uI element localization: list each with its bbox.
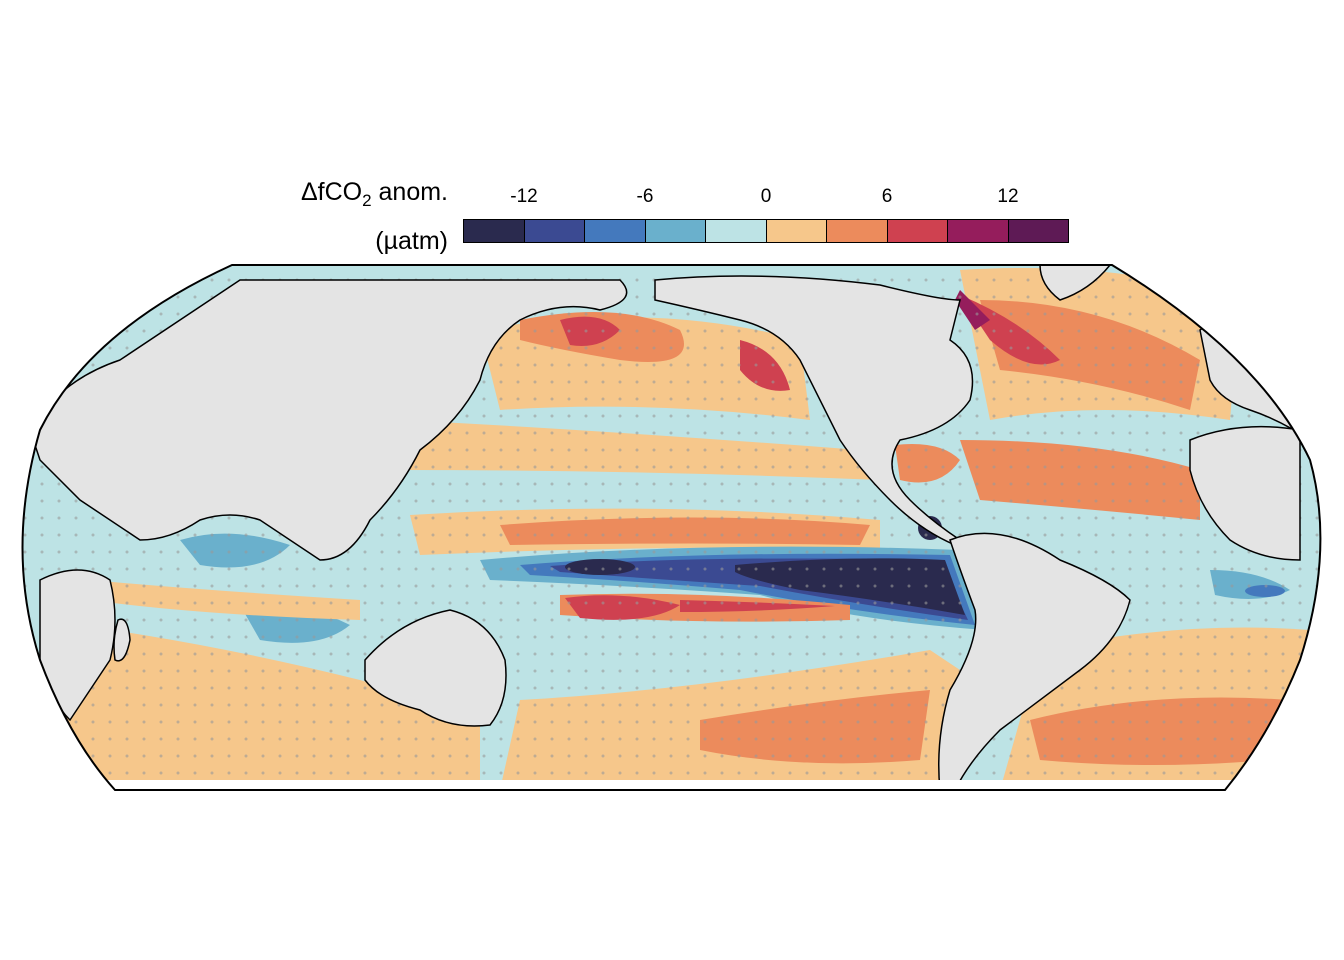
colorbar-segment [1008, 220, 1068, 242]
north-america [654, 275, 974, 546]
colorbar-tick-label: -12 [510, 186, 538, 207]
colorbar-segment [645, 220, 706, 242]
legend-variable-label: ΔfCO2 anom. [300, 178, 448, 210]
australia [364, 609, 507, 727]
colorbar-segment [524, 220, 585, 242]
greenland [1039, 265, 1112, 301]
colorbar-segment [948, 220, 1009, 242]
colorbar [463, 219, 1069, 243]
madagascar [113, 618, 131, 662]
colorbar-segment [827, 220, 888, 242]
colorbar-segment [887, 220, 948, 242]
colorbar-tick-label: 12 [997, 186, 1019, 207]
legend-title: ΔfCO2 anom. (µatm) [301, 172, 448, 261]
colorbar-segment [766, 220, 827, 242]
colorbar-tick-label: 0 [760, 186, 772, 207]
colorbar-segment [464, 220, 525, 242]
colorbar-tick-label: 6 [881, 186, 893, 207]
eurasia [29, 279, 628, 561]
west-africa [1189, 425, 1301, 561]
colorbar-tick-label: -6 [636, 186, 654, 207]
colorbar-segment [706, 220, 767, 242]
south-america [938, 532, 1131, 790]
colorbar-segment [585, 220, 646, 242]
antarctic-shelf [40, 780, 1300, 790]
legend-unit-label: (µatm) [375, 227, 448, 255]
map-frame [21, 264, 1322, 791]
